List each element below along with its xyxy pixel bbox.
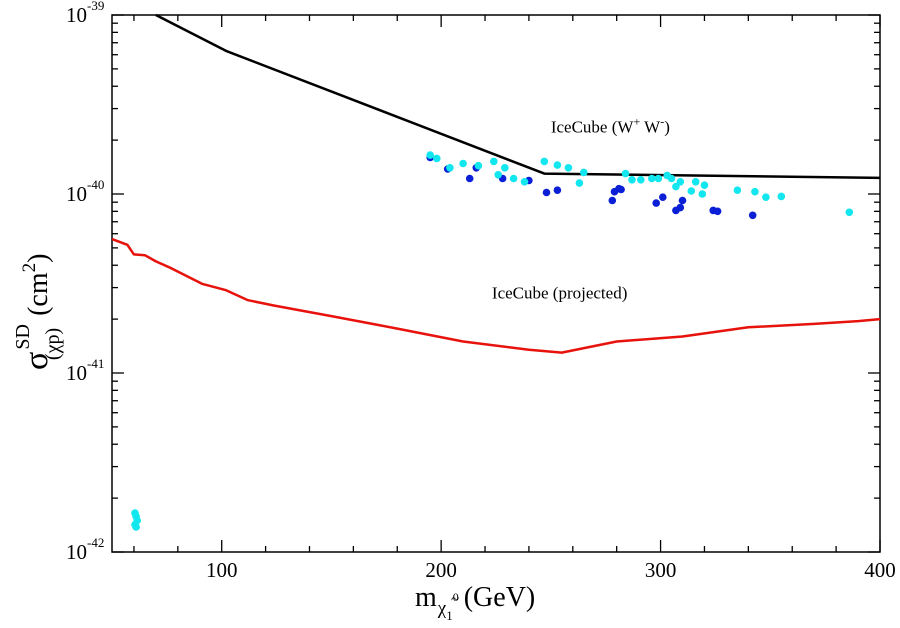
data-point	[748, 211, 757, 220]
data-point	[564, 164, 573, 172]
series-line-1	[111, 237, 881, 354]
data-point	[845, 208, 854, 217]
data-point	[733, 186, 742, 194]
y-tick-label: 10-40	[66, 177, 104, 206]
data-point	[621, 169, 630, 178]
series-lines	[111, 13, 881, 354]
y-axis-title-sub: (χp)	[42, 328, 64, 360]
data-point	[762, 193, 770, 201]
plot-area-frame	[111, 14, 881, 553]
axis-ticks: 100 200 300 400 10-42 10-41 10-40 10-39	[66, 0, 896, 582]
x-axis-title-sub-sup: 0	[453, 590, 459, 604]
data-point	[553, 161, 562, 169]
data-point	[553, 186, 562, 194]
data-point	[446, 164, 454, 172]
x-tick-label: 300	[645, 558, 677, 582]
x-tick-label: 100	[206, 558, 238, 582]
data-point	[501, 164, 509, 172]
data-point	[672, 182, 680, 191]
data-point	[575, 179, 584, 187]
data-point	[667, 174, 676, 183]
data-point	[132, 523, 140, 531]
data-point	[648, 174, 656, 183]
data-point	[426, 151, 435, 159]
x-tick-label: 200	[425, 558, 457, 582]
data-point	[628, 176, 636, 184]
data-point	[678, 196, 687, 205]
data-point	[751, 187, 759, 196]
data-point	[617, 185, 625, 194]
y-tick-label: 10-41	[66, 356, 104, 385]
y-tick-label: 10-42	[66, 535, 104, 564]
data-point	[608, 196, 617, 205]
y-axis-title-unit: (cm	[23, 272, 54, 316]
data-point	[580, 168, 588, 177]
data-point	[490, 157, 498, 166]
data-point	[509, 174, 518, 183]
y-axis-title-sigma: σ	[18, 352, 55, 370]
data-point	[465, 174, 474, 183]
x-axis-title: mχ10 (GeV)	[415, 582, 535, 623]
data-point	[542, 188, 551, 197]
data-point	[687, 187, 696, 195]
data-point	[433, 154, 441, 163]
data-point	[652, 199, 660, 207]
data-point	[691, 178, 700, 186]
annotation-icecube-ww: IceCube (W+ W-)	[551, 115, 670, 137]
y-axis-title-sup: SD	[12, 324, 34, 350]
x-tick-label: 400	[864, 558, 896, 582]
annotations: IceCube (W+ W-) IceCube (projected)	[492, 115, 670, 303]
data-point	[676, 203, 685, 212]
y-tick-label: 10-39	[66, 0, 104, 27]
data-point	[654, 174, 663, 183]
y-axis-title: σSD (χp)(cm2)	[12, 254, 64, 370]
y-axis-title-unit-exp: 2	[19, 263, 40, 273]
x-axis-title-tilde: ~	[451, 592, 459, 608]
data-point	[494, 171, 503, 179]
data-point	[777, 192, 786, 201]
data-point	[520, 178, 529, 186]
x-axis-title-sub-index: 1	[446, 608, 453, 623]
x-axis-title-unit: (GeV)	[464, 582, 536, 613]
data-point	[540, 157, 549, 166]
x-axis-title-sub: χ	[437, 598, 447, 619]
data-point	[659, 193, 667, 201]
data-point	[474, 161, 483, 170]
annotation-icecube-projected: IceCube (projected)	[492, 284, 627, 303]
data-point	[459, 159, 467, 168]
data-point	[700, 181, 709, 189]
data-point	[698, 190, 707, 198]
data-point	[637, 176, 645, 184]
data-point	[676, 178, 685, 186]
series-line-0	[155, 13, 881, 180]
scatter-points	[131, 151, 854, 531]
data-point	[713, 207, 722, 216]
